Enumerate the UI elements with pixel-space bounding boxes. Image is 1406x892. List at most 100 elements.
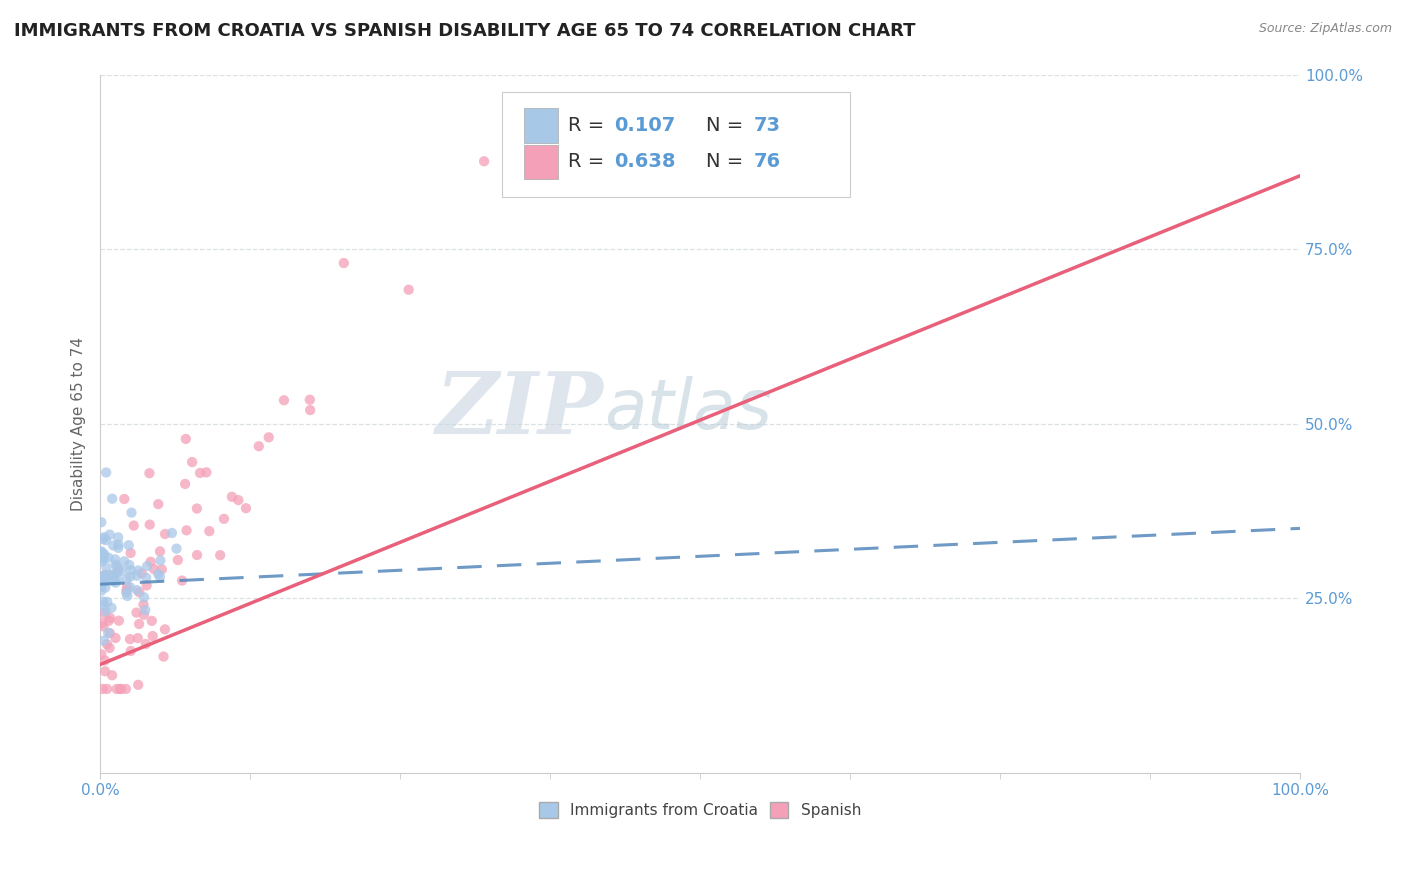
Point: [212, 512, 235, 526]
Point: [181, 455, 204, 469]
Point: [299, 403, 322, 417]
Point: [90, 648, 112, 662]
Point: [93, 606, 115, 620]
Point: [128, 585, 150, 599]
Text: IMMIGRANTS FROM CROATIA VS SPANISH DISABILITY AGE 65 TO 74 CORRELATION CHART: IMMIGRANTS FROM CROATIA VS SPANISH DISAB…: [14, 22, 915, 40]
Point: [150, 562, 173, 576]
Point: [135, 571, 157, 585]
Point: [127, 631, 149, 645]
Point: [174, 477, 197, 491]
Point: [93, 598, 115, 612]
Point: [91, 552, 114, 566]
Point: [127, 678, 149, 692]
Point: [103, 569, 125, 583]
Point: [97, 614, 120, 628]
Point: [398, 283, 420, 297]
Point: [90, 515, 112, 529]
Point: [108, 614, 131, 628]
Point: [90, 547, 112, 561]
Point: [96, 574, 118, 588]
Point: [94, 581, 117, 595]
Point: [136, 559, 159, 574]
Point: [120, 546, 142, 560]
Point: [188, 466, 211, 480]
Point: [97, 550, 120, 565]
Text: R =: R =: [568, 153, 610, 171]
Point: [105, 572, 128, 586]
Point: [125, 583, 148, 598]
Point: [90, 544, 112, 558]
FancyBboxPatch shape: [523, 109, 558, 143]
Point: [120, 563, 142, 577]
Point: [107, 565, 129, 579]
Point: [118, 538, 141, 552]
Point: [186, 501, 208, 516]
Point: [91, 594, 114, 608]
Point: [117, 589, 139, 603]
Point: [148, 497, 170, 511]
Point: [221, 490, 243, 504]
Point: [108, 681, 131, 696]
Point: [98, 572, 121, 586]
Text: 0.638: 0.638: [613, 153, 675, 171]
Point: [96, 681, 118, 696]
Point: [91, 532, 114, 546]
Point: [98, 626, 121, 640]
Point: [112, 491, 135, 506]
Text: atlas: atlas: [605, 376, 772, 443]
Point: [132, 598, 155, 612]
Point: [96, 595, 118, 609]
Point: [104, 631, 127, 645]
Point: [186, 548, 208, 562]
Point: [93, 551, 115, 566]
Point: [176, 524, 198, 538]
Text: 76: 76: [754, 153, 782, 171]
Point: [127, 564, 149, 578]
Point: [94, 568, 117, 582]
Point: [120, 644, 142, 658]
Point: [115, 681, 138, 696]
Text: N =: N =: [706, 153, 749, 171]
Point: [142, 629, 165, 643]
Point: [170, 574, 193, 588]
Point: [273, 393, 295, 408]
Point: [96, 572, 118, 586]
Point: [132, 607, 155, 622]
Point: [96, 637, 118, 651]
Point: [90, 574, 112, 589]
Point: [115, 586, 138, 600]
Point: [149, 544, 172, 558]
Point: [105, 681, 128, 696]
Point: [101, 491, 124, 506]
Point: [235, 501, 257, 516]
Point: [128, 617, 150, 632]
Point: [152, 649, 174, 664]
Point: [112, 554, 135, 568]
Point: [93, 547, 115, 561]
Point: [98, 640, 121, 655]
Point: [105, 559, 128, 574]
Point: [149, 570, 172, 584]
Point: [94, 653, 117, 667]
Point: [101, 668, 124, 682]
Point: [90, 546, 112, 560]
Point: [120, 569, 142, 583]
Point: [115, 579, 138, 593]
Point: [195, 466, 218, 480]
Point: [138, 466, 160, 480]
Point: [118, 632, 141, 647]
Point: [135, 578, 157, 592]
Point: [228, 493, 250, 508]
Text: 0.107: 0.107: [613, 116, 675, 135]
Point: [91, 681, 114, 696]
Point: [472, 154, 495, 169]
Point: [90, 583, 112, 598]
Point: [166, 541, 188, 556]
Point: [101, 571, 124, 585]
Text: R =: R =: [568, 116, 610, 135]
Text: N =: N =: [706, 116, 749, 135]
Point: [98, 527, 121, 541]
Point: [107, 562, 129, 576]
Point: [93, 549, 115, 563]
Text: ZIP: ZIP: [436, 368, 605, 451]
